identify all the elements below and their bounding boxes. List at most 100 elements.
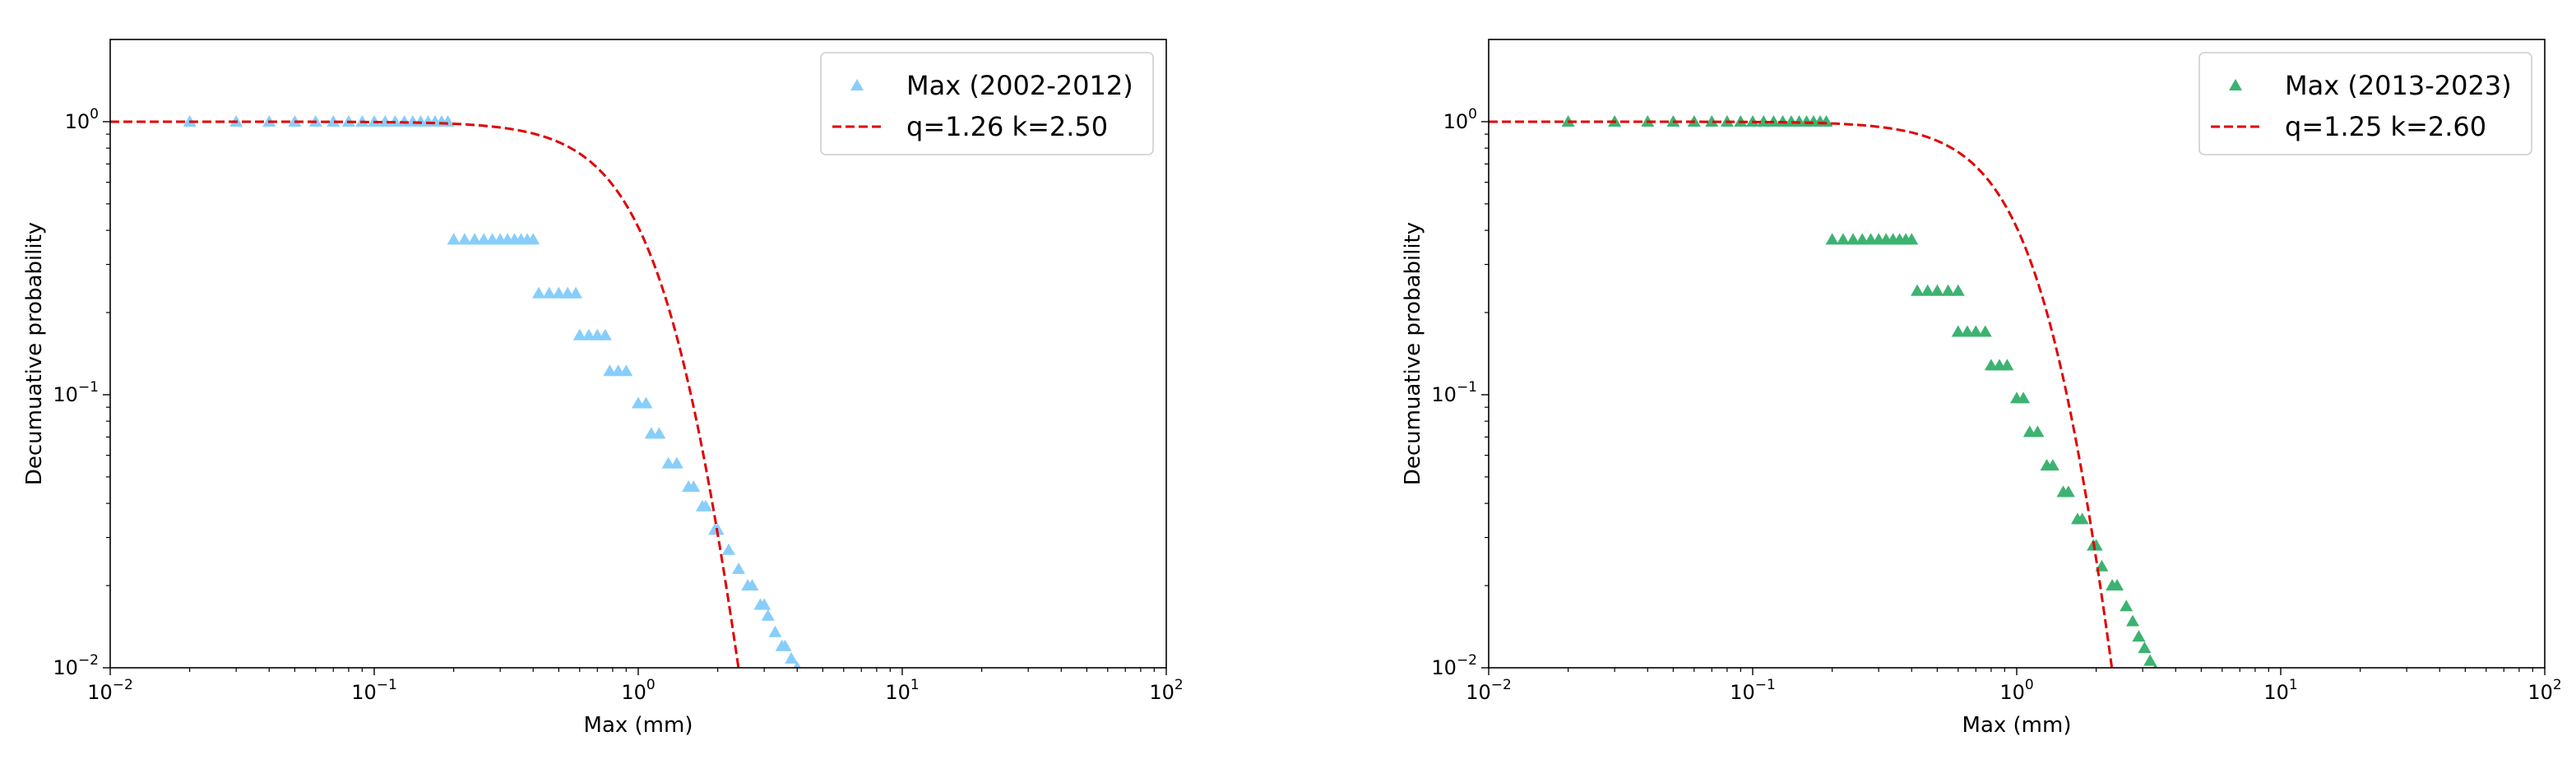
- y-tick-label: 10−2: [1431, 652, 1477, 679]
- x-tick-label: 102: [1149, 677, 1183, 704]
- data-point-triangle: [2138, 641, 2152, 654]
- data-point-triangle: [327, 114, 341, 127]
- data-point-triangle: [1846, 233, 1860, 245]
- data-point-triangle: [572, 328, 586, 340]
- y-axis-label: Decumuative probability: [22, 222, 47, 485]
- data-point-triangle: [758, 598, 771, 610]
- data-point-triangle: [721, 543, 735, 555]
- x-tick-label: 101: [2263, 677, 2297, 704]
- x-axis-label: Max (mm): [584, 713, 693, 738]
- x-tick-label: 101: [885, 677, 919, 704]
- data-point-triangle: [793, 661, 801, 668]
- legend: Max (2002-2012) q=1.26 k=2.50: [820, 52, 1154, 155]
- data-point-triangle: [2089, 539, 2103, 551]
- legend-marker-triangle: [2229, 79, 2242, 90]
- data-point-triangle: [661, 456, 675, 469]
- legend-box: [2198, 52, 2532, 155]
- data-point-triangle: [2061, 485, 2075, 498]
- data-point-triangle: [1951, 325, 1965, 337]
- data-point-triangle: [785, 651, 799, 664]
- x-tick-label: 10−1: [351, 677, 397, 704]
- data-point-triangle: [2120, 600, 2134, 612]
- legend-label-fit: q=1.25 k=2.60: [2285, 111, 2486, 142]
- data-point-triangle: [639, 396, 653, 409]
- data-point-triangle: [468, 233, 482, 245]
- data-point-triangle: [669, 456, 683, 469]
- data-point-triangle: [1856, 233, 1869, 245]
- data-point-triangle: [2132, 630, 2146, 642]
- plot-area: [1489, 114, 2158, 668]
- data-point-triangle: [687, 479, 701, 492]
- data-point-triangle: [598, 328, 612, 340]
- data-point-triangle: [1911, 284, 1925, 296]
- legend-label-scatter: Max (2013-2023): [2285, 70, 2512, 101]
- plot-area: [110, 114, 801, 668]
- legend: Max (2013-2023) q=1.25 k=2.60: [2198, 52, 2532, 155]
- data-point-triangle: [761, 609, 775, 621]
- data-point-triangle: [447, 233, 461, 245]
- data-point-triangle: [1905, 233, 1919, 245]
- data-point-triangle: [1705, 114, 1719, 127]
- x-tick-label: 100: [621, 677, 655, 704]
- data-point-triangle: [581, 328, 595, 340]
- data-point-triangle: [1984, 359, 1998, 371]
- data-point-triangle: [2017, 391, 2031, 404]
- data-point-triangle: [1836, 233, 1850, 245]
- x-tick-label: 10−2: [1466, 677, 1512, 704]
- data-point-triangle: [652, 427, 666, 439]
- data-point-triangle: [1767, 114, 1781, 127]
- data-point-triangle: [1960, 325, 1974, 337]
- data-point-triangle: [619, 364, 633, 377]
- data-point-triangle: [2143, 654, 2157, 666]
- data-point-triangle: [1978, 325, 1992, 337]
- data-point-triangle: [2046, 459, 2059, 471]
- x-axis-label: Max (mm): [1962, 713, 2072, 738]
- data-point-triangle: [2000, 359, 2014, 371]
- data-point-triangle: [1920, 284, 1934, 296]
- y-tick-label: 10−1: [1431, 379, 1477, 406]
- data-point-triangle: [397, 114, 411, 127]
- chart-panel-1: 10−2 10−1 100 101 102 10−2 10−1 100 Max (mm) Decu…: [22, 39, 1184, 738]
- data-point-triangle: [1930, 284, 1944, 296]
- data-point-triangle: [1941, 284, 1955, 296]
- data-point-triangle: [732, 562, 746, 574]
- data-point-triangle: [745, 579, 759, 591]
- data-point-triangle: [698, 499, 712, 512]
- legend-box: [820, 52, 1154, 155]
- x-tick-label: 10−2: [87, 677, 133, 704]
- data-point-triangle: [1757, 114, 1771, 127]
- legend-label-scatter: Max (2002-2012): [906, 70, 1133, 101]
- fit-curve-line: [110, 120, 740, 668]
- data-point-triangle: [2075, 512, 2089, 525]
- y-tick-label: 100: [65, 106, 99, 133]
- data-point-triangle: [2126, 614, 2140, 627]
- x-tick-label: 102: [2527, 677, 2561, 704]
- y-axis-label: Decumuative probability: [1401, 222, 1425, 485]
- data-point-triangle: [2110, 579, 2124, 591]
- fit-curve-line: [1489, 120, 2114, 668]
- data-point-triangle: [552, 286, 566, 299]
- legend-marker-triangle: [850, 79, 864, 90]
- data-point-triangle: [2152, 663, 2158, 668]
- chart-panel-2: 10−2 10−1 100 101 102 10−2 10−1 100 Max (mm) Decu…: [1401, 39, 2562, 738]
- y-tick-label: 10−1: [53, 379, 99, 406]
- data-point-triangle: [457, 233, 471, 245]
- data-point-triangle: [532, 286, 546, 299]
- y-tick-label: 100: [1443, 106, 1477, 133]
- data-point-triangle: [768, 625, 782, 637]
- data-point-triangle: [526, 233, 540, 245]
- y-tick-label: 10−2: [53, 652, 99, 679]
- data-point-triangle: [378, 114, 392, 127]
- data-point-triangle: [388, 114, 402, 127]
- data-point-triangle: [569, 286, 583, 299]
- data-point-triangle: [778, 639, 792, 651]
- data-point-triangle: [1969, 325, 1983, 337]
- data-point-triangle: [542, 286, 556, 299]
- legend-label-fit: q=1.26 k=2.50: [906, 111, 1108, 142]
- data-point-triangle: [603, 364, 617, 377]
- data-point-triangle: [1776, 114, 1790, 127]
- x-tick-label: 10−1: [1730, 677, 1776, 704]
- data-point-triangle: [1951, 284, 1965, 296]
- x-tick-label: 100: [1999, 677, 2033, 704]
